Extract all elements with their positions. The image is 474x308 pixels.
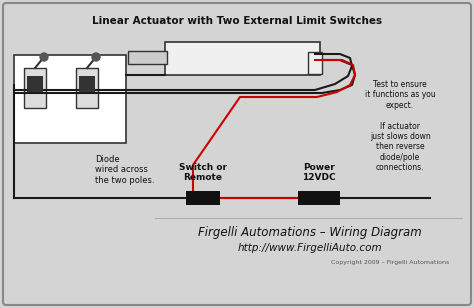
Bar <box>14 55 126 143</box>
Text: http://www.FirgelliAuto.com: http://www.FirgelliAuto.com <box>237 243 383 253</box>
Text: Copyright 2009 – Firgelli Automations: Copyright 2009 – Firgelli Automations <box>331 260 449 265</box>
Text: Diode
wired across
the two poles.: Diode wired across the two poles. <box>95 155 155 185</box>
Bar <box>27 76 43 92</box>
Bar <box>165 42 320 75</box>
Circle shape <box>92 53 100 61</box>
Bar <box>186 191 220 205</box>
Bar <box>76 68 98 108</box>
Text: Power
12VDC: Power 12VDC <box>302 163 336 182</box>
Bar <box>298 191 340 205</box>
Text: Linear Actuator with Two External Limit Switches: Linear Actuator with Two External Limit … <box>92 16 382 26</box>
FancyBboxPatch shape <box>3 3 471 305</box>
Bar <box>308 52 322 74</box>
Bar <box>79 76 95 92</box>
Text: Switch or
Remote: Switch or Remote <box>179 163 227 182</box>
Bar <box>128 51 167 64</box>
Bar <box>24 68 46 108</box>
Circle shape <box>40 53 48 61</box>
Text: Firgelli Automations – Wiring Diagram: Firgelli Automations – Wiring Diagram <box>198 226 422 239</box>
Text: Test to ensure
it functions as you
expect.

If actuator
just slows down
then rev: Test to ensure it functions as you expec… <box>365 80 436 172</box>
